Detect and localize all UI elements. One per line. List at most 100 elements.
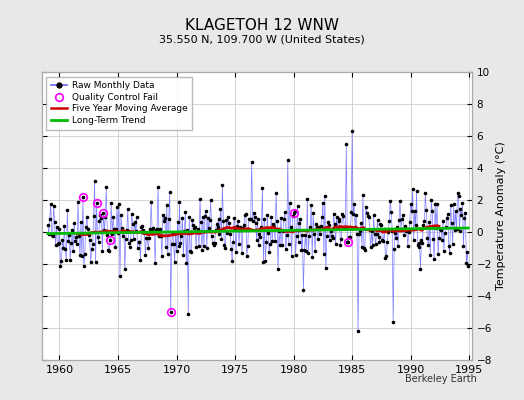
Point [218,182,226,188]
Legend: Raw Monthly Data, Quality Control Fail, Five Year Moving Average, Long-Term Tren: Raw Monthly Data, Quality Control Fail, … [47,76,192,130]
Point [283,157,292,163]
Point [270,224,278,231]
Point [363,210,371,216]
Point [129,236,138,242]
Point [316,231,324,237]
Point [106,237,114,243]
Point [146,225,155,232]
Point [91,259,100,266]
Point [285,241,293,247]
Point [108,231,116,237]
Point [140,230,149,237]
Point [341,223,350,230]
Point [412,188,421,194]
Point [361,246,369,253]
Point [403,243,412,250]
Point [100,227,108,233]
Point [376,221,385,227]
Point [286,199,294,206]
Point [49,202,58,209]
Point [343,239,352,245]
Point [394,242,402,249]
Point [84,225,92,232]
Point [138,223,147,230]
Point [56,226,64,232]
Point [72,234,80,240]
Point [439,218,447,224]
Point [48,233,57,239]
Point [253,236,261,243]
Point [428,208,436,214]
Point [79,194,87,200]
Point [77,218,85,225]
Point [246,216,255,223]
Point [227,246,235,252]
Point [119,233,127,240]
Point [457,212,466,218]
Point [422,206,431,213]
Point [110,226,118,232]
Point [217,236,226,242]
Point [293,202,302,209]
Point [208,233,216,239]
Point [154,184,162,190]
Point [214,216,223,222]
Point [202,208,210,215]
Point [332,214,341,220]
Point [117,212,125,218]
Point [444,242,453,249]
Point [152,226,160,233]
Point [436,226,444,232]
Point [340,225,348,231]
Point [307,202,315,208]
Point [429,236,438,242]
Point [232,248,241,255]
Point [116,273,124,279]
Point [324,218,332,225]
Point [320,251,328,257]
Point [321,192,329,199]
Point [323,233,331,239]
Point [128,220,137,227]
Point [103,231,112,238]
Point [127,210,136,217]
Point [408,208,416,214]
Point [454,193,463,200]
Point [193,228,201,234]
Point [196,196,204,202]
Point [58,237,67,243]
Point [418,240,427,246]
Point [210,241,218,248]
Point [241,212,249,218]
Point [318,214,326,220]
Point [149,225,157,231]
Point [335,218,344,224]
Point [174,242,183,249]
Point [326,228,335,234]
Point [121,266,129,272]
Point [113,204,121,210]
Point [139,226,148,233]
Point [399,212,407,218]
Point [395,217,403,224]
Point [95,218,104,224]
Point [195,243,203,249]
Point [53,241,62,248]
Point [386,197,395,204]
Point [262,239,270,245]
Point [309,210,318,216]
Point [313,224,321,230]
Point [344,238,353,245]
Point [236,224,244,230]
Point [276,242,284,248]
Point [219,217,227,224]
Point [98,247,106,254]
Point [160,218,168,224]
Point [445,250,454,256]
Point [357,220,365,226]
Point [355,231,363,237]
Point [167,309,175,315]
Point [280,216,288,222]
Point [81,250,89,257]
Point [211,240,219,246]
